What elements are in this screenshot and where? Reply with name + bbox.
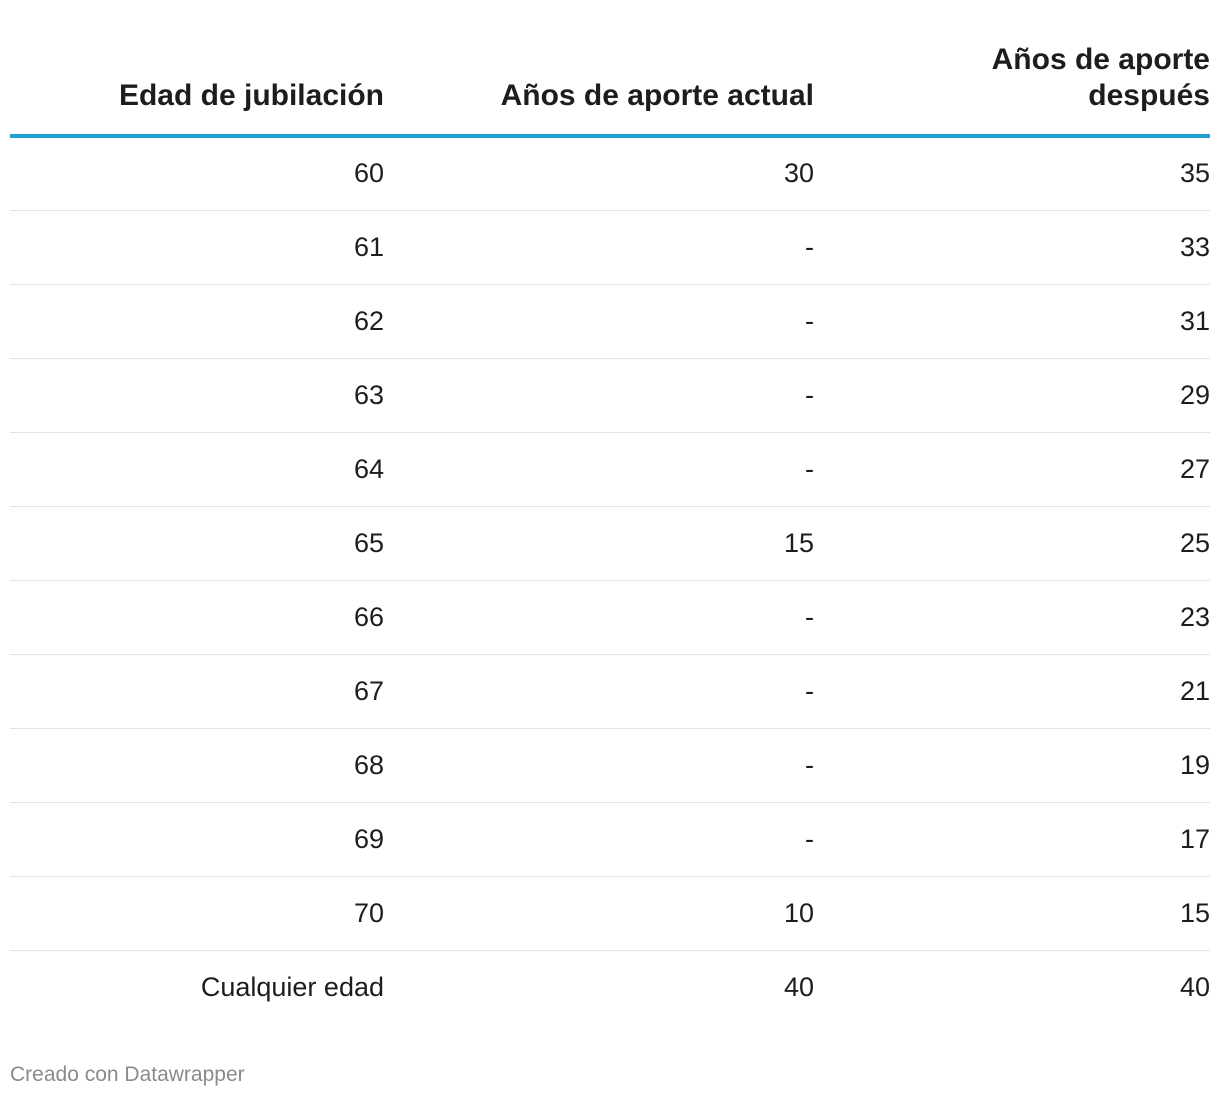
table-row: 68 - 19 [10,728,1210,803]
cell-edad: 68 [10,728,384,803]
cell-edad: 67 [10,654,384,729]
table-row: 69 - 17 [10,802,1210,877]
cell-aporte-despues: 27 [814,432,1210,507]
cell-edad: 70 [10,876,384,951]
data-table-container: Edad de jubilación Años de aporte actual… [10,0,1210,1024]
table-header: Edad de jubilación Años de aporte actual… [10,0,1210,138]
cell-aporte-despues: 23 [814,580,1210,655]
cell-aporte-despues: 35 [814,136,1210,211]
cell-aporte-actual: - [384,284,814,359]
header-row: Edad de jubilación Años de aporte actual… [10,0,1210,138]
cell-aporte-actual: - [384,580,814,655]
cell-aporte-despues: 33 [814,210,1210,285]
cell-aporte-despues: 31 [814,284,1210,359]
table-row: 61 - 33 [10,210,1210,285]
cell-aporte-actual: - [384,210,814,285]
cell-aporte-actual: - [384,432,814,507]
cell-aporte-actual: - [384,654,814,729]
table-row: 60 30 35 [10,136,1210,211]
cell-edad: 62 [10,284,384,359]
table-row: Cualquier edad 40 40 [10,950,1210,1024]
table-row: 63 - 29 [10,358,1210,433]
cell-aporte-actual: 15 [384,506,814,581]
cell-aporte-actual: 10 [384,876,814,951]
cell-edad: 63 [10,358,384,433]
cell-aporte-actual: 40 [783,971,814,1002]
data-table: Edad de jubilación Años de aporte actual… [10,0,1210,1024]
datawrapper-credit[interactable]: Creado con Datawrapper [10,1063,245,1086]
cell-edad: Cualquier edad [200,971,384,1002]
cell-aporte-despues: 40 [1179,971,1210,1002]
column-header-anos-de-aporte-actual[interactable]: Años de aporte actual [384,0,814,138]
header-wrap: Años de aporte después [991,43,1210,112]
cell-edad: 69 [10,802,384,877]
table-row: 66 - 23 [10,580,1210,655]
cell-aporte-actual: - [384,358,814,433]
cell-aporte-actual: 30 [384,136,814,211]
cell-edad: 66 [10,580,384,655]
table-row: 62 - 31 [10,284,1210,359]
table-row: 65 15 25 [10,506,1210,581]
cell-aporte-actual: - [384,802,814,877]
cell-aporte-actual: - [384,728,814,803]
column-header-edad-de-jubilacion[interactable]: Edad de jubilación [10,0,384,138]
column-header-anos-de-aporte-despues[interactable]: Años de aporte después [814,0,1210,138]
cell-aporte-despues: 29 [814,358,1210,433]
table-row: 64 - 27 [10,432,1210,507]
cell-aporte-despues: 25 [814,506,1210,581]
cell-aporte-despues: 19 [814,728,1210,803]
cell-edad: 60 [10,136,384,211]
cell-aporte-despues: 17 [814,802,1210,877]
cell-aporte-despues: 21 [814,654,1210,729]
table-row: 70 10 15 [10,876,1210,951]
cell-edad: 64 [10,432,384,507]
cell-aporte-despues: 15 [814,876,1210,951]
cell-edad: 61 [10,210,384,285]
table-body: 60 30 35 61 - 33 62 - 31 63 - 29 64 - [10,136,1210,1024]
cell-edad: 65 [10,506,384,581]
table-row: 67 - 21 [10,654,1210,729]
